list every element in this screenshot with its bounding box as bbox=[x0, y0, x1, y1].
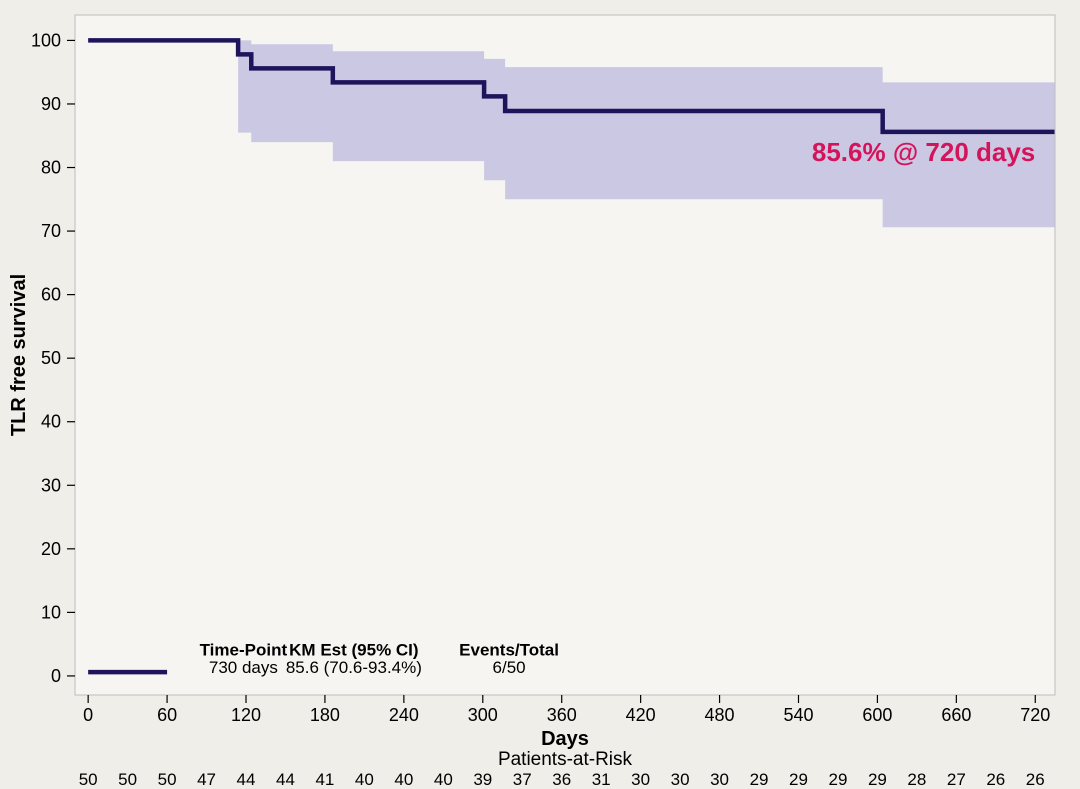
patients-at-risk-value: 29 bbox=[828, 770, 847, 789]
x-tick-label: 300 bbox=[468, 705, 498, 725]
patients-at-risk-value: 40 bbox=[355, 770, 374, 789]
y-tick-label: 90 bbox=[41, 94, 61, 114]
patients-at-risk-value: 28 bbox=[907, 770, 926, 789]
patients-at-risk-value: 26 bbox=[1026, 770, 1045, 789]
km-annotation: 85.6% @ 720 days bbox=[812, 137, 1035, 167]
patients-at-risk-title: Patients-at-Risk bbox=[498, 749, 633, 770]
km-svg: 0 60 120 180 240 300 360 420 480 540 600 660 720 0 10 2… bbox=[0, 0, 1080, 789]
patients-at-risk-value: 50 bbox=[158, 770, 177, 789]
km-chart-root: 0 60 120 180 240 300 360 420 480 540 600 660 720 0 10 2… bbox=[0, 0, 1080, 789]
x-tick-label: 420 bbox=[626, 705, 656, 725]
y-tick-label: 40 bbox=[41, 412, 61, 432]
x-tick-label: 360 bbox=[547, 705, 577, 725]
y-tick-label: 60 bbox=[41, 285, 61, 305]
patients-at-risk-value: 30 bbox=[710, 770, 729, 789]
y-tick-label: 70 bbox=[41, 221, 61, 241]
legend-value: 85.6 (70.6-93.4%) bbox=[286, 658, 422, 677]
patients-at-risk-value: 29 bbox=[789, 770, 808, 789]
y-tick-label: 30 bbox=[41, 475, 61, 495]
patients-at-risk-value: 41 bbox=[315, 770, 334, 789]
y-tick-label: 100 bbox=[31, 30, 61, 50]
legend-value: 6/50 bbox=[493, 658, 526, 677]
legend-header: Time-Point bbox=[200, 641, 288, 660]
patients-at-risk-value: 40 bbox=[394, 770, 413, 789]
y-tick-label: 50 bbox=[41, 348, 61, 368]
legend-header: Events/Total bbox=[459, 641, 559, 660]
patients-at-risk-value: 30 bbox=[631, 770, 650, 789]
y-tick-label: 20 bbox=[41, 539, 61, 559]
x-tick-label: 540 bbox=[783, 705, 813, 725]
y-tick-label: 10 bbox=[41, 602, 61, 622]
x-tick-label: 600 bbox=[862, 705, 892, 725]
legend-value: 730 days bbox=[209, 658, 278, 677]
patients-at-risk-value: 29 bbox=[868, 770, 887, 789]
y-tick-label: 80 bbox=[41, 158, 61, 178]
patients-at-risk-value: 27 bbox=[947, 770, 966, 789]
y-axis-title: TLR free survival bbox=[8, 274, 30, 436]
x-tick-label: 120 bbox=[231, 705, 261, 725]
legend-header: KM Est (95% CI) bbox=[289, 641, 418, 660]
patients-at-risk-value: 30 bbox=[671, 770, 690, 789]
x-tick-label: 60 bbox=[157, 705, 177, 725]
x-axis-title: Days bbox=[541, 728, 589, 750]
x-tick-label: 240 bbox=[389, 705, 419, 725]
patients-at-risk-value: 40 bbox=[434, 770, 453, 789]
patients-at-risk-value: 50 bbox=[118, 770, 137, 789]
patients-at-risk-value: 50 bbox=[79, 770, 98, 789]
patients-at-risk-value: 37 bbox=[513, 770, 532, 789]
x-tick-label: 0 bbox=[83, 705, 93, 725]
patients-at-risk-value: 31 bbox=[592, 770, 611, 789]
x-tick-label: 720 bbox=[1020, 705, 1050, 725]
y-tick-label: 0 bbox=[51, 666, 61, 686]
patients-at-risk-value: 29 bbox=[750, 770, 769, 789]
x-tick-label: 480 bbox=[705, 705, 735, 725]
patients-at-risk-value: 44 bbox=[276, 770, 295, 789]
patients-at-risk-value: 36 bbox=[552, 770, 571, 789]
patients-at-risk-value: 47 bbox=[197, 770, 216, 789]
x-tick-label: 660 bbox=[941, 705, 971, 725]
patients-at-risk-value: 44 bbox=[237, 770, 256, 789]
patients-at-risk-value: 26 bbox=[986, 770, 1005, 789]
patients-at-risk-value: 39 bbox=[473, 770, 492, 789]
x-tick-label: 180 bbox=[310, 705, 340, 725]
